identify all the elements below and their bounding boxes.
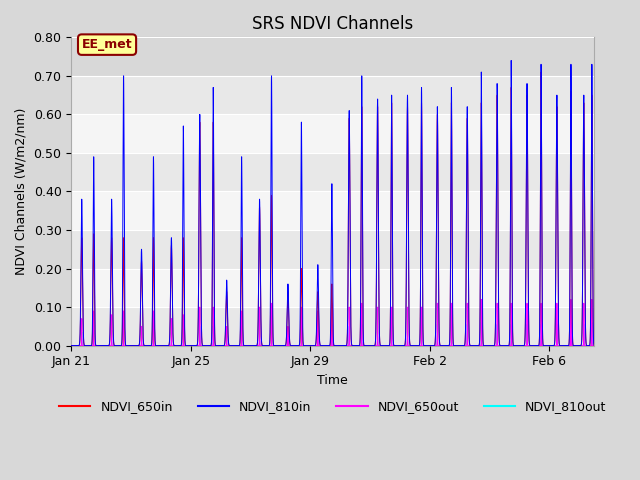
Bar [71,114,595,153]
Bar [71,76,595,114]
Bar [71,153,595,192]
Bar [71,192,595,230]
Title: SRS NDVI Channels: SRS NDVI Channels [252,15,413,33]
Text: EE_met: EE_met [82,38,132,51]
Bar [71,37,595,76]
Bar [71,307,595,346]
Bar [71,37,595,76]
Bar [71,230,595,268]
Legend: NDVI_650in, NDVI_810in, NDVI_650out, NDVI_810out: NDVI_650in, NDVI_810in, NDVI_650out, NDV… [54,395,611,418]
X-axis label: Time: Time [317,374,348,387]
Bar [71,268,595,307]
Y-axis label: NDVI Channels (W/m2/nm): NDVI Channels (W/m2/nm) [15,108,28,275]
